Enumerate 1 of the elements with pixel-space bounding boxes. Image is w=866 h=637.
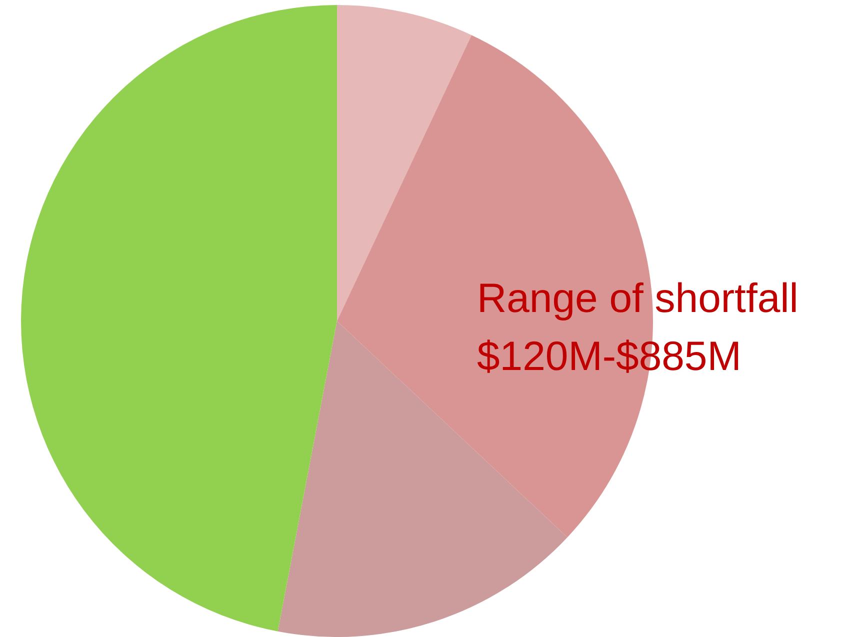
text: Range of shortfall <box>477 275 798 321</box>
